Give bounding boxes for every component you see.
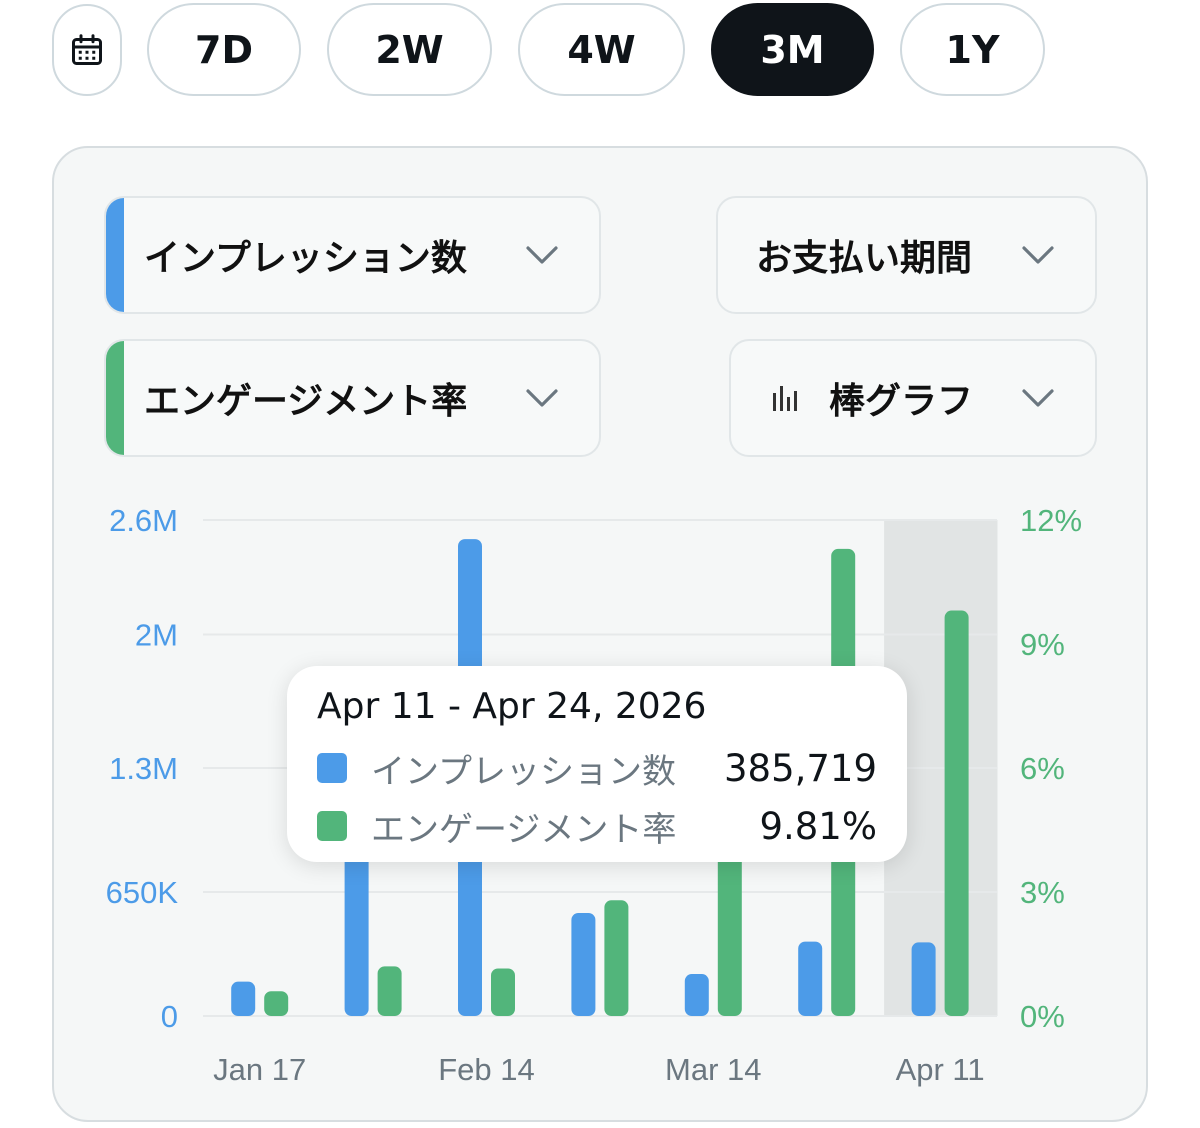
tooltip-impressions-value: 385,719 — [723, 746, 877, 790]
tooltip-row-engagement: エンゲージメント率 9.81% — [317, 804, 877, 850]
chart-tooltip: Apr 11 - Apr 24, 2026 インプレッション数 385,719 … — [287, 666, 907, 862]
tooltip-impressions-label: インプレッション数 — [371, 751, 676, 792]
range-2w-button[interactable]: 2W — [327, 3, 492, 96]
impressions-swatch — [317, 753, 347, 783]
engagement-bar — [377, 966, 402, 1016]
calendar-icon — [72, 34, 102, 65]
y-right-tick-label: 0% — [1020, 999, 1065, 1034]
chevron-down-icon — [1022, 246, 1054, 264]
engagement-bar — [717, 850, 742, 1016]
primary-metric-label: インプレッション数 — [144, 238, 467, 279]
impressions-bar — [684, 974, 709, 1016]
calendar-button[interactable] — [52, 4, 122, 96]
engagement-bar — [604, 900, 629, 1016]
y-right-tick-label: 6% — [1020, 751, 1065, 786]
tooltip-date-range: Apr 11 - Apr 24, 2026 — [317, 686, 707, 727]
engagement-bar — [944, 610, 969, 1016]
tooltip-engagement-value: 9.81% — [759, 804, 877, 848]
impressions-bar — [231, 981, 256, 1016]
engagement-bar — [491, 968, 515, 1016]
y-right-tick-label: 9% — [1020, 627, 1065, 662]
y-right-tick-label: 3% — [1020, 875, 1065, 910]
y-right-tick-label: 12% — [1020, 503, 1082, 538]
range-4w-button[interactable]: 4W — [518, 3, 685, 96]
bar-chart-icon — [773, 386, 797, 411]
impressions-color-stripe — [106, 198, 124, 312]
chevron-down-icon — [1022, 389, 1054, 407]
impressions-bar — [798, 941, 823, 1016]
impressions-bar — [911, 942, 936, 1016]
primary-metric-dropdown[interactable]: インプレッション数 — [104, 196, 601, 314]
period-dropdown[interactable]: お支払い期間 — [716, 196, 1097, 314]
tooltip-row-impressions: インプレッション数 385,719 — [317, 746, 877, 792]
range-7d-button[interactable]: 7D — [147, 3, 301, 96]
engagement-color-stripe — [106, 341, 124, 455]
secondary-metric-dropdown[interactable]: エンゲージメント率 — [104, 339, 601, 457]
range-3m-button[interactable]: 3M — [711, 3, 874, 96]
chart-type-dropdown[interactable]: 棒グラフ — [729, 339, 1097, 457]
chart-type-label: 棒グラフ — [829, 381, 974, 422]
y-left-tick-label: 1.3M — [109, 751, 178, 786]
x-tick-label: Feb 14 — [438, 1052, 535, 1087]
engagement-swatch — [317, 811, 347, 841]
x-tick-label: Apr 11 — [896, 1052, 985, 1087]
y-left-tick-label: 2M — [135, 617, 178, 652]
period-label: お支払い期間 — [756, 238, 973, 279]
secondary-metric-label: エンゲージメント率 — [144, 381, 468, 422]
impressions-bar — [571, 912, 596, 1016]
y-left-tick-label: 650K — [106, 875, 179, 910]
y-left-tick-label: 0 — [161, 999, 178, 1034]
chevron-down-icon — [526, 389, 558, 407]
tooltip-engagement-label: エンゲージメント率 — [371, 809, 677, 850]
range-1y-button[interactable]: 1Y — [900, 3, 1045, 96]
engagement-bar — [264, 991, 289, 1016]
x-tick-label: Jan 17 — [213, 1052, 306, 1087]
x-tick-label: Mar 14 — [665, 1052, 761, 1087]
y-left-tick-label: 2.6M — [109, 503, 178, 538]
chevron-down-icon — [526, 246, 558, 264]
